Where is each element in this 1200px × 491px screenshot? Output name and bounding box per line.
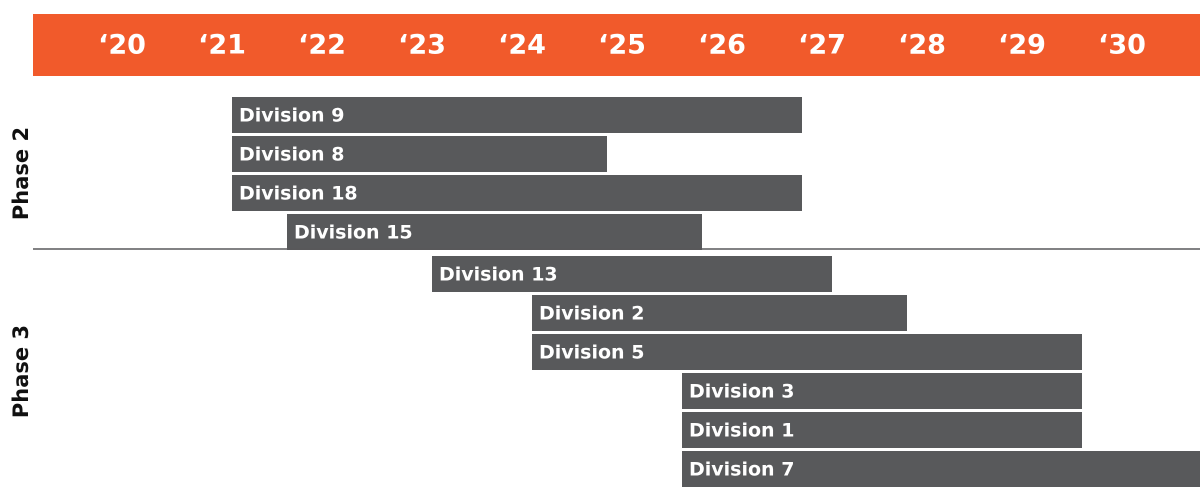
bar [232, 136, 607, 172]
x-tick-label: ‘23 [398, 30, 446, 61]
bar-label: Division 1 [689, 420, 794, 442]
x-tick-label: ‘21 [198, 30, 246, 61]
bar [287, 214, 702, 250]
x-tick-label: ‘29 [998, 30, 1046, 61]
timeline-header [33, 14, 1200, 76]
bar [232, 175, 802, 211]
bar-label: Division 15 [294, 222, 413, 244]
x-tick-label: ‘20 [98, 30, 146, 61]
x-tick-label: ‘30 [1098, 30, 1146, 61]
bar [682, 412, 1082, 448]
bar-label: Division 13 [439, 264, 558, 286]
x-tick-label: ‘26 [698, 30, 746, 61]
x-tick-label: ‘25 [598, 30, 646, 61]
x-tick-label: ‘27 [798, 30, 846, 61]
bar [232, 97, 802, 133]
bar-label: Division 3 [689, 381, 794, 403]
x-tick-label: ‘24 [498, 30, 546, 61]
bar [682, 451, 1200, 487]
bar-label: Division 9 [239, 105, 344, 127]
bar [532, 295, 907, 331]
group-label: Phase 2 [9, 127, 33, 220]
bar-label: Division 2 [539, 303, 644, 325]
group-label: Phase 3 [9, 325, 33, 418]
x-tick-label: ‘28 [898, 30, 946, 61]
bar [532, 334, 1082, 370]
bar-label: Division 5 [539, 342, 644, 364]
bar [432, 256, 832, 292]
x-tick-label: ‘22 [298, 30, 346, 61]
bar [682, 373, 1082, 409]
bar-label: Division 8 [239, 144, 344, 166]
bar-label: Division 7 [689, 459, 794, 481]
bar-label: Division 18 [239, 183, 358, 205]
